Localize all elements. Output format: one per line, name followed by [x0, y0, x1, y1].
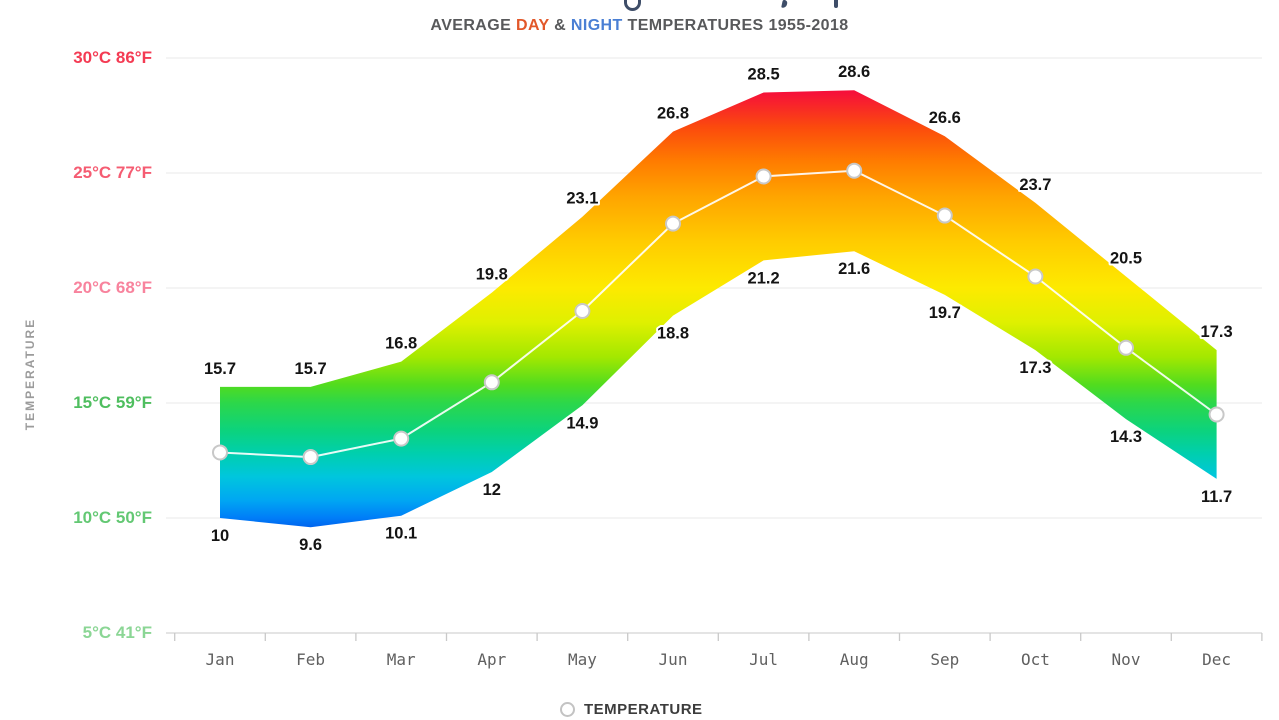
data-point-marker: [1208, 406, 1225, 423]
chart-subtitle: AVERAGE DAY & NIGHT TEMPERATURES 1955-20…: [0, 17, 1279, 35]
day-value-label: 26.8: [657, 105, 689, 123]
subtitle-part: DAY: [516, 17, 550, 34]
night-value-label: 9.6: [299, 536, 322, 554]
subtitle-part: AVERAGE: [430, 17, 517, 34]
month-label-sep: Sep: [930, 650, 960, 669]
legend-label: TEMPERATURE: [584, 701, 703, 718]
subtitle-part: &: [549, 17, 571, 34]
day-value-label: 19.8: [476, 266, 508, 284]
month-label-jan: Jan: [205, 650, 235, 669]
night-value-label: 17.3: [1019, 359, 1051, 377]
mean-temperature-line: [219, 169, 1218, 459]
night-value-label: 21.6: [838, 260, 870, 278]
day-value-label: 17.3: [1201, 323, 1233, 341]
month-label-mar: Mar: [386, 650, 416, 669]
day-value-label: 15.7: [204, 360, 236, 378]
month-label-feb: Feb: [296, 650, 326, 669]
month-label-nov: Nov: [1111, 650, 1141, 669]
day-value-label: 23.7: [1019, 176, 1051, 194]
subtitle-part: TEMPERATURES 1955-2018: [622, 17, 849, 34]
day-value-label: 26.6: [929, 109, 961, 127]
month-label-apr: Apr: [477, 650, 507, 669]
data-point-marker: [574, 303, 591, 319]
title-descender-g: [624, 0, 641, 11]
y-tick-label: 20°C 68°F: [73, 278, 152, 297]
data-point-marker: [846, 162, 863, 179]
night-value-label: 21.2: [748, 269, 780, 287]
data-point-marker: [1118, 339, 1134, 356]
data-point-marker: [393, 430, 410, 447]
y-tick-label: 25°C 77°F: [73, 163, 152, 182]
temperature-band: [220, 90, 1217, 528]
month-label-may: May: [567, 650, 597, 669]
day-value-label: 23.1: [566, 190, 598, 208]
title-descender-stem: [834, 0, 838, 8]
month-label-oct: Oct: [1020, 650, 1050, 669]
data-point-marker: [483, 374, 500, 391]
data-point-marker: [755, 168, 772, 185]
night-value-label: 19.7: [929, 304, 961, 322]
y-tick-label: 30°C 86°F: [73, 48, 152, 67]
legend-marker-icon: [560, 702, 575, 717]
night-value-label: 12: [483, 481, 501, 499]
night-value-label: 14.3: [1110, 428, 1142, 446]
y-tick-label: 15°C 59°F: [73, 393, 152, 412]
night-value-label: 14.9: [566, 414, 598, 432]
day-value-label: 16.8: [385, 335, 417, 353]
day-value-label: 15.7: [295, 360, 327, 378]
month-label-jun: Jun: [658, 650, 688, 669]
data-point-marker: [302, 449, 319, 466]
data-point-marker: [212, 444, 228, 461]
legend[interactable]: TEMPERATURE: [560, 701, 703, 718]
y-tick-label: 10°C 50°F: [73, 508, 152, 527]
data-point-marker: [936, 207, 953, 224]
month-label-jul: Jul: [749, 650, 779, 669]
y-tick-label: 5°C 41°F: [82, 623, 152, 642]
data-point-marker: [665, 215, 681, 232]
night-value-label: 11.7: [1201, 488, 1232, 506]
month-label-dec: Dec: [1202, 650, 1232, 669]
night-value-label: 18.8: [657, 325, 689, 343]
subtitle-part: NIGHT: [570, 17, 623, 34]
day-value-label: 28.6: [838, 63, 870, 81]
day-value-label: 20.5: [1110, 250, 1142, 268]
data-point-marker: [1027, 268, 1044, 285]
day-value-label: 28.5: [748, 66, 780, 84]
night-value-label: 10.1: [385, 525, 417, 543]
night-value-label: 10: [211, 527, 229, 545]
month-label-aug: Aug: [839, 650, 869, 669]
